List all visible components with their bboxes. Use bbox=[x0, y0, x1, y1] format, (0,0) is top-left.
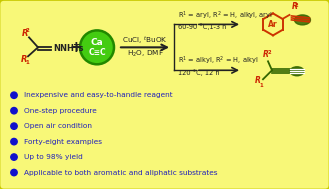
Text: R: R bbox=[291, 2, 297, 11]
Circle shape bbox=[11, 92, 17, 98]
Text: R: R bbox=[22, 29, 28, 38]
Text: Applicable to both aromatic and aliphatic substrates: Applicable to both aromatic and aliphati… bbox=[24, 170, 217, 176]
Text: 2: 2 bbox=[295, 3, 299, 8]
Text: Ar: Ar bbox=[268, 20, 278, 29]
Circle shape bbox=[11, 138, 17, 145]
Text: NNHTs: NNHTs bbox=[53, 44, 84, 53]
Text: R: R bbox=[21, 55, 27, 64]
Text: Inexpensive and easy-to-handle reagent: Inexpensive and easy-to-handle reagent bbox=[24, 92, 173, 98]
Text: Ca: Ca bbox=[90, 38, 103, 47]
Text: C≡C: C≡C bbox=[88, 48, 106, 57]
Text: H$_2$O, DMF: H$_2$O, DMF bbox=[127, 49, 164, 59]
Text: R$^1$ = alkyl, R$^2$ = H, alkyl: R$^1$ = alkyl, R$^2$ = H, alkyl bbox=[178, 55, 259, 67]
Text: Up to 98% yield: Up to 98% yield bbox=[24, 154, 83, 160]
Text: 1: 1 bbox=[26, 60, 29, 65]
Ellipse shape bbox=[294, 15, 311, 25]
Text: Forty-eight examples: Forty-eight examples bbox=[24, 139, 102, 145]
Text: R: R bbox=[263, 50, 269, 59]
Text: One-step procedure: One-step procedure bbox=[24, 108, 97, 114]
Text: Open air condition: Open air condition bbox=[24, 123, 92, 129]
Text: 2: 2 bbox=[26, 28, 30, 33]
Text: 120 °C, 12 h: 120 °C, 12 h bbox=[178, 69, 220, 76]
Text: CuCl, $^{t}$BuOK: CuCl, $^{t}$BuOK bbox=[122, 34, 168, 46]
Circle shape bbox=[80, 30, 114, 64]
Text: +: + bbox=[70, 40, 82, 55]
Text: R: R bbox=[255, 76, 261, 85]
Circle shape bbox=[11, 169, 17, 176]
Text: 2: 2 bbox=[268, 50, 271, 55]
Text: 60-90 °C,1-3 h: 60-90 °C,1-3 h bbox=[178, 23, 226, 30]
Text: R$^1$ = aryl, R$^2$ = H, alkyl, aryl: R$^1$ = aryl, R$^2$ = H, alkyl, aryl bbox=[178, 9, 273, 22]
Ellipse shape bbox=[290, 67, 304, 76]
Circle shape bbox=[11, 123, 17, 129]
Circle shape bbox=[11, 108, 17, 114]
Circle shape bbox=[11, 154, 17, 160]
Text: 1: 1 bbox=[260, 83, 264, 88]
